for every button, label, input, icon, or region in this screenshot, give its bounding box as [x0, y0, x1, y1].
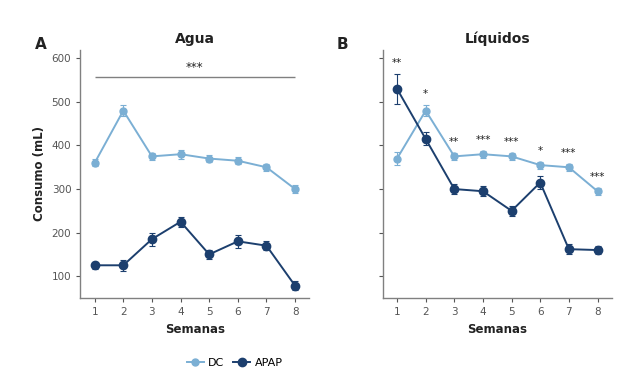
Text: ***: *** [504, 137, 519, 147]
Title: Agua: Agua [175, 32, 215, 46]
X-axis label: Semanas: Semanas [467, 322, 527, 335]
Text: ***: *** [590, 172, 605, 182]
Legend: DC, APAP: DC, APAP [183, 354, 287, 372]
Text: ***: *** [186, 61, 204, 74]
Text: B: B [337, 37, 349, 52]
Text: **: ** [392, 58, 402, 68]
Text: **: ** [449, 137, 459, 147]
Text: ***: *** [561, 148, 577, 158]
Text: *: * [423, 89, 428, 99]
Title: Líquidos: Líquidos [465, 31, 530, 46]
Text: *: * [538, 146, 543, 155]
X-axis label: Semanas: Semanas [165, 322, 225, 335]
Text: ***: *** [475, 134, 491, 145]
Y-axis label: Consumo (mL): Consumo (mL) [33, 126, 46, 221]
Text: A: A [35, 37, 46, 52]
